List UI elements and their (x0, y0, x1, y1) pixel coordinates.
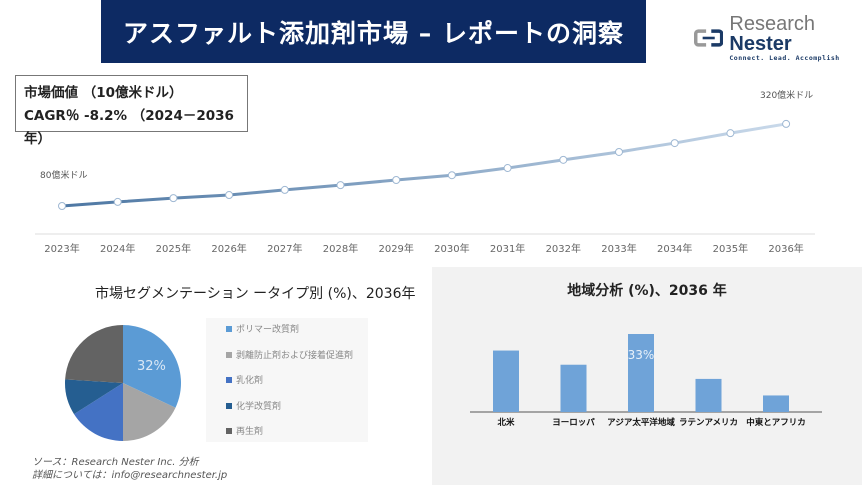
data-point (58, 202, 66, 210)
data-point (169, 194, 178, 203)
legend-item: 剥離防止剤および接着促進剤 (226, 350, 368, 376)
bar (493, 350, 519, 412)
legend-swatch (226, 377, 232, 383)
x-tick-label: 中東とアフリカ (746, 417, 806, 428)
logo-tagline: Connect. Lead. Accomplish (729, 54, 840, 62)
legend-label: 再生剤 (236, 427, 264, 437)
logo-name-b: Nester (729, 33, 792, 55)
pie-slice (123, 383, 176, 441)
x-tick-label: ヨーロッパ (552, 417, 595, 428)
x-tick-label: 2027年 (267, 242, 302, 255)
pie-slice (74, 383, 123, 441)
legend-item: ポリマー改質剤 (226, 324, 368, 350)
page-title: アスファルト添加剤市場 – レポートの洞察 (101, 0, 646, 63)
cagr-label: CAGR％ -8.2% （2024－2036年） (24, 108, 234, 147)
logo-icon (694, 29, 724, 47)
x-tick-label: 2036年 (768, 242, 803, 255)
bar (695, 378, 722, 412)
data-point (225, 191, 234, 200)
pie-chart: 32% (65, 325, 181, 441)
x-tick-label: 2028年 (323, 242, 358, 255)
x-tick-label: 北米 (497, 417, 515, 428)
source-line: ソース：Research Nester Inc. 分析 (32, 457, 199, 468)
data-point (336, 181, 345, 190)
data-point (559, 155, 568, 164)
bar (628, 334, 654, 412)
legend-swatch (226, 326, 232, 332)
logo-name-a: Research (729, 13, 815, 35)
end-value-label: 320億米ドル (760, 89, 813, 101)
contact-line: 詳細については：info@researchnester.jp (32, 470, 228, 481)
legend-label: ポリマー改質剤 (236, 325, 300, 335)
x-tick-label: 2025年 (156, 242, 191, 255)
pie-legend: ポリマー改質剤剥離防止剤および接着促進剤 乳化剤化学改質剤再生剤 (206, 318, 368, 442)
start-value-label: 80億米ドル (40, 169, 87, 181)
x-tick-label: 2031年 (490, 242, 525, 255)
data-point (503, 164, 512, 173)
x-tick-label: 2033年 (601, 242, 636, 255)
bar-title: 地域分析 (%)、2036 年 (567, 283, 727, 299)
data-point (280, 185, 289, 194)
data-point (113, 197, 122, 206)
pie-slice (65, 379, 123, 415)
legend-label: 乳化剤 (236, 376, 264, 386)
x-tick-label: アジア太平洋地域 (607, 417, 675, 428)
x-tick-label: 2026年 (211, 242, 246, 255)
market-info-box: 市場価値 （10億米ドル） CAGR％ -8.2% （2024－2036年） (15, 75, 248, 147)
data-point (615, 147, 623, 156)
pie-slice (123, 325, 181, 408)
pie-title: 市場セグメンテーション ータイプ別 (%)、2036年 (95, 286, 416, 302)
x-tick-label: 2024年 (100, 242, 135, 255)
pie-slice (65, 325, 123, 383)
bar-chart: 北米 ヨーロッパ 33% アジア太平洋地域 ラテンアメリカ 中東とアフリカ (470, 334, 822, 428)
legend-item: 再生剤 (226, 426, 368, 452)
legend-item: 化学改質剤 (226, 401, 368, 427)
x-tick-label: 2023年 (44, 242, 79, 255)
region-panel: 地域分析 (%)、2036 年 北米 ヨーロッパ 33% アジア太平洋地域 ラテンアメリ… (432, 267, 862, 485)
bar-data-label: 33% (628, 348, 655, 362)
legend-swatch (226, 402, 232, 409)
x-tick-label: 2035年 (713, 242, 748, 255)
data-point (726, 129, 735, 138)
market-value-label: 市場価値 （10億米ドル） (24, 85, 183, 101)
legend-swatch (226, 428, 232, 434)
x-tick-label: ラテンアメリカ (679, 418, 738, 428)
bar (763, 395, 789, 412)
x-tick-label: 2029年 (378, 242, 413, 255)
x-tick-label: 2032年 (546, 242, 581, 255)
pie-data-label: 32% (137, 359, 166, 374)
legend-label: 剥離防止剤および接着促進剤 (236, 350, 354, 361)
legend-label: 化学改質剤 (236, 401, 282, 412)
series-line (61, 122, 787, 208)
source-note: ソース：Research Nester Inc. 分析 詳細については：info… (32, 456, 227, 482)
data-point (782, 119, 791, 128)
bar (560, 364, 587, 412)
data-point (447, 171, 456, 180)
legend-swatch (226, 351, 232, 358)
data-point (392, 176, 401, 185)
logo: Research Nester Connect. Lead. Accomplis… (694, 14, 862, 62)
x-tick-label: 2030年 (434, 242, 469, 255)
data-point (670, 139, 679, 148)
line-chart: 2023年 2024年 2025年 2026年 2027年 2028年 2029年 2030年… (35, 89, 815, 255)
x-tick-label: 2034年 (657, 242, 692, 255)
legend-item: 乳化剤 (226, 375, 368, 401)
